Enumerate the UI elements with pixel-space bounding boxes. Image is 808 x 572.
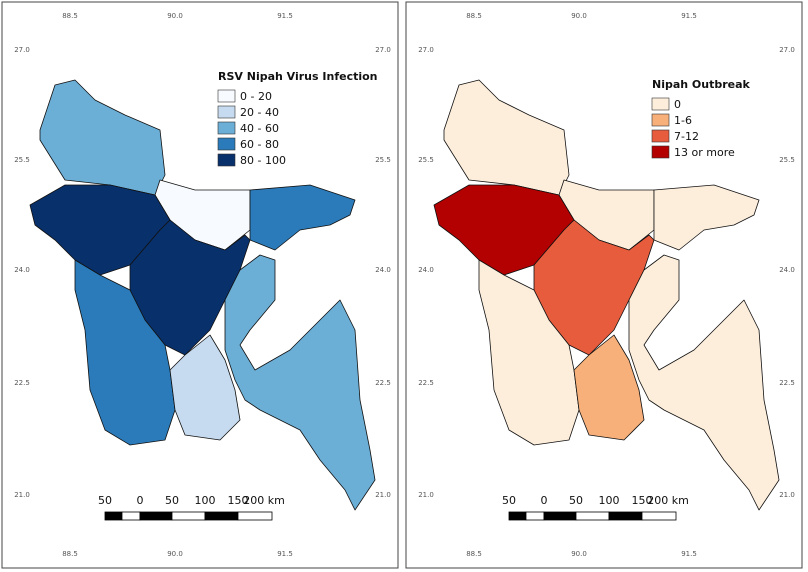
right-tick-label: 24.0 <box>779 266 795 274</box>
scale-label: 200 km <box>647 494 689 507</box>
right-tick-label: 27.0 <box>375 46 391 54</box>
scale-label: 100 <box>195 494 216 507</box>
legend-label: 20 - 40 <box>240 106 279 119</box>
top-tick-label: 88.5 <box>62 12 78 20</box>
left-tick-label: 21.0 <box>418 491 434 499</box>
legend-label: 7-12 <box>674 130 699 143</box>
right-tick-label: 21.0 <box>779 491 795 499</box>
left-tick-label: 22.5 <box>418 379 434 387</box>
scale-segment <box>575 511 610 521</box>
legend-swatch <box>651 113 670 127</box>
scale-label: 200 km <box>243 494 285 507</box>
scale-segment <box>508 511 527 521</box>
legend-swatch <box>217 105 236 119</box>
legend-label: 13 or more <box>674 146 735 159</box>
right-tick-label: 27.0 <box>779 46 795 54</box>
right-tick-label: 22.5 <box>375 379 391 387</box>
bottom-tick-label: 91.5 <box>681 550 697 558</box>
left-tick-label: 27.0 <box>14 46 30 54</box>
legend-label: 0 - 20 <box>240 90 272 103</box>
left-tick-label: 21.0 <box>14 491 30 499</box>
top-tick-label: 91.5 <box>277 12 293 20</box>
bottom-tick-label: 91.5 <box>277 550 293 558</box>
legend-swatch <box>217 121 236 135</box>
scale-label: 150 <box>228 494 249 507</box>
right-tick-label: 21.0 <box>375 491 391 499</box>
bottom-tick-label: 88.5 <box>466 550 482 558</box>
right-tick-label: 25.5 <box>779 156 795 164</box>
legend-swatch <box>217 137 236 151</box>
scale-label: 50 <box>165 494 179 507</box>
legend-label: 1-6 <box>674 114 692 127</box>
legend-title: RSV Nipah Virus Infection <box>218 70 378 83</box>
left-tick-label: 25.5 <box>418 156 434 164</box>
legend-label: 0 <box>674 98 681 111</box>
scale-label: 50 <box>569 494 583 507</box>
scale-segment <box>525 511 545 521</box>
scale-label: 100 <box>599 494 620 507</box>
legend-swatch <box>651 97 670 111</box>
legend-swatch <box>217 89 236 103</box>
left-tick-label: 24.0 <box>14 266 30 274</box>
top-tick-label: 91.5 <box>681 12 697 20</box>
scale-segment <box>171 511 206 521</box>
scale-label: 150 <box>632 494 653 507</box>
bottom-tick-label: 90.0 <box>571 550 587 558</box>
scale-label: 50 <box>98 494 112 507</box>
scale-segment <box>121 511 141 521</box>
left-tick-label: 25.5 <box>14 156 30 164</box>
scale-label: 50 <box>502 494 516 507</box>
legend-label: 40 - 60 <box>240 122 279 135</box>
right-tick-label: 24.0 <box>375 266 391 274</box>
scale-segment <box>543 511 577 521</box>
right-tick-label: 25.5 <box>375 156 391 164</box>
legend-swatch <box>651 145 670 159</box>
top-tick-label: 90.0 <box>167 12 183 20</box>
scale-label: 0 <box>541 494 548 507</box>
bottom-tick-label: 88.5 <box>62 550 78 558</box>
left-tick-label: 22.5 <box>14 379 30 387</box>
scale-segment <box>104 511 123 521</box>
scale-segment <box>641 511 677 521</box>
scale-segment <box>237 511 273 521</box>
legend-label: 80 - 100 <box>240 154 286 167</box>
top-tick-label: 90.0 <box>571 12 587 20</box>
legend-title: Nipah Outbreak <box>652 78 751 91</box>
scale-segment <box>139 511 173 521</box>
bottom-tick-label: 90.0 <box>167 550 183 558</box>
right-tick-label: 22.5 <box>779 379 795 387</box>
legend-label: 60 - 80 <box>240 138 279 151</box>
map-panel: 88.5 90.0 91.5 88.5 90.0 91.5 27.0 25.5 24.0 22.5… <box>405 1 803 569</box>
scale-segment <box>204 511 239 521</box>
scale-label: 0 <box>137 494 144 507</box>
left-tick-label: 27.0 <box>418 46 434 54</box>
left-tick-label: 24.0 <box>418 266 434 274</box>
legend-swatch <box>217 153 236 167</box>
top-tick-label: 88.5 <box>466 12 482 20</box>
scale-segment <box>608 511 643 521</box>
map-panel: 88.5 90.0 91.5 88.5 90.0 91.5 27.0 25.5 24.0 22.5… <box>1 1 399 569</box>
legend-swatch <box>651 129 670 143</box>
